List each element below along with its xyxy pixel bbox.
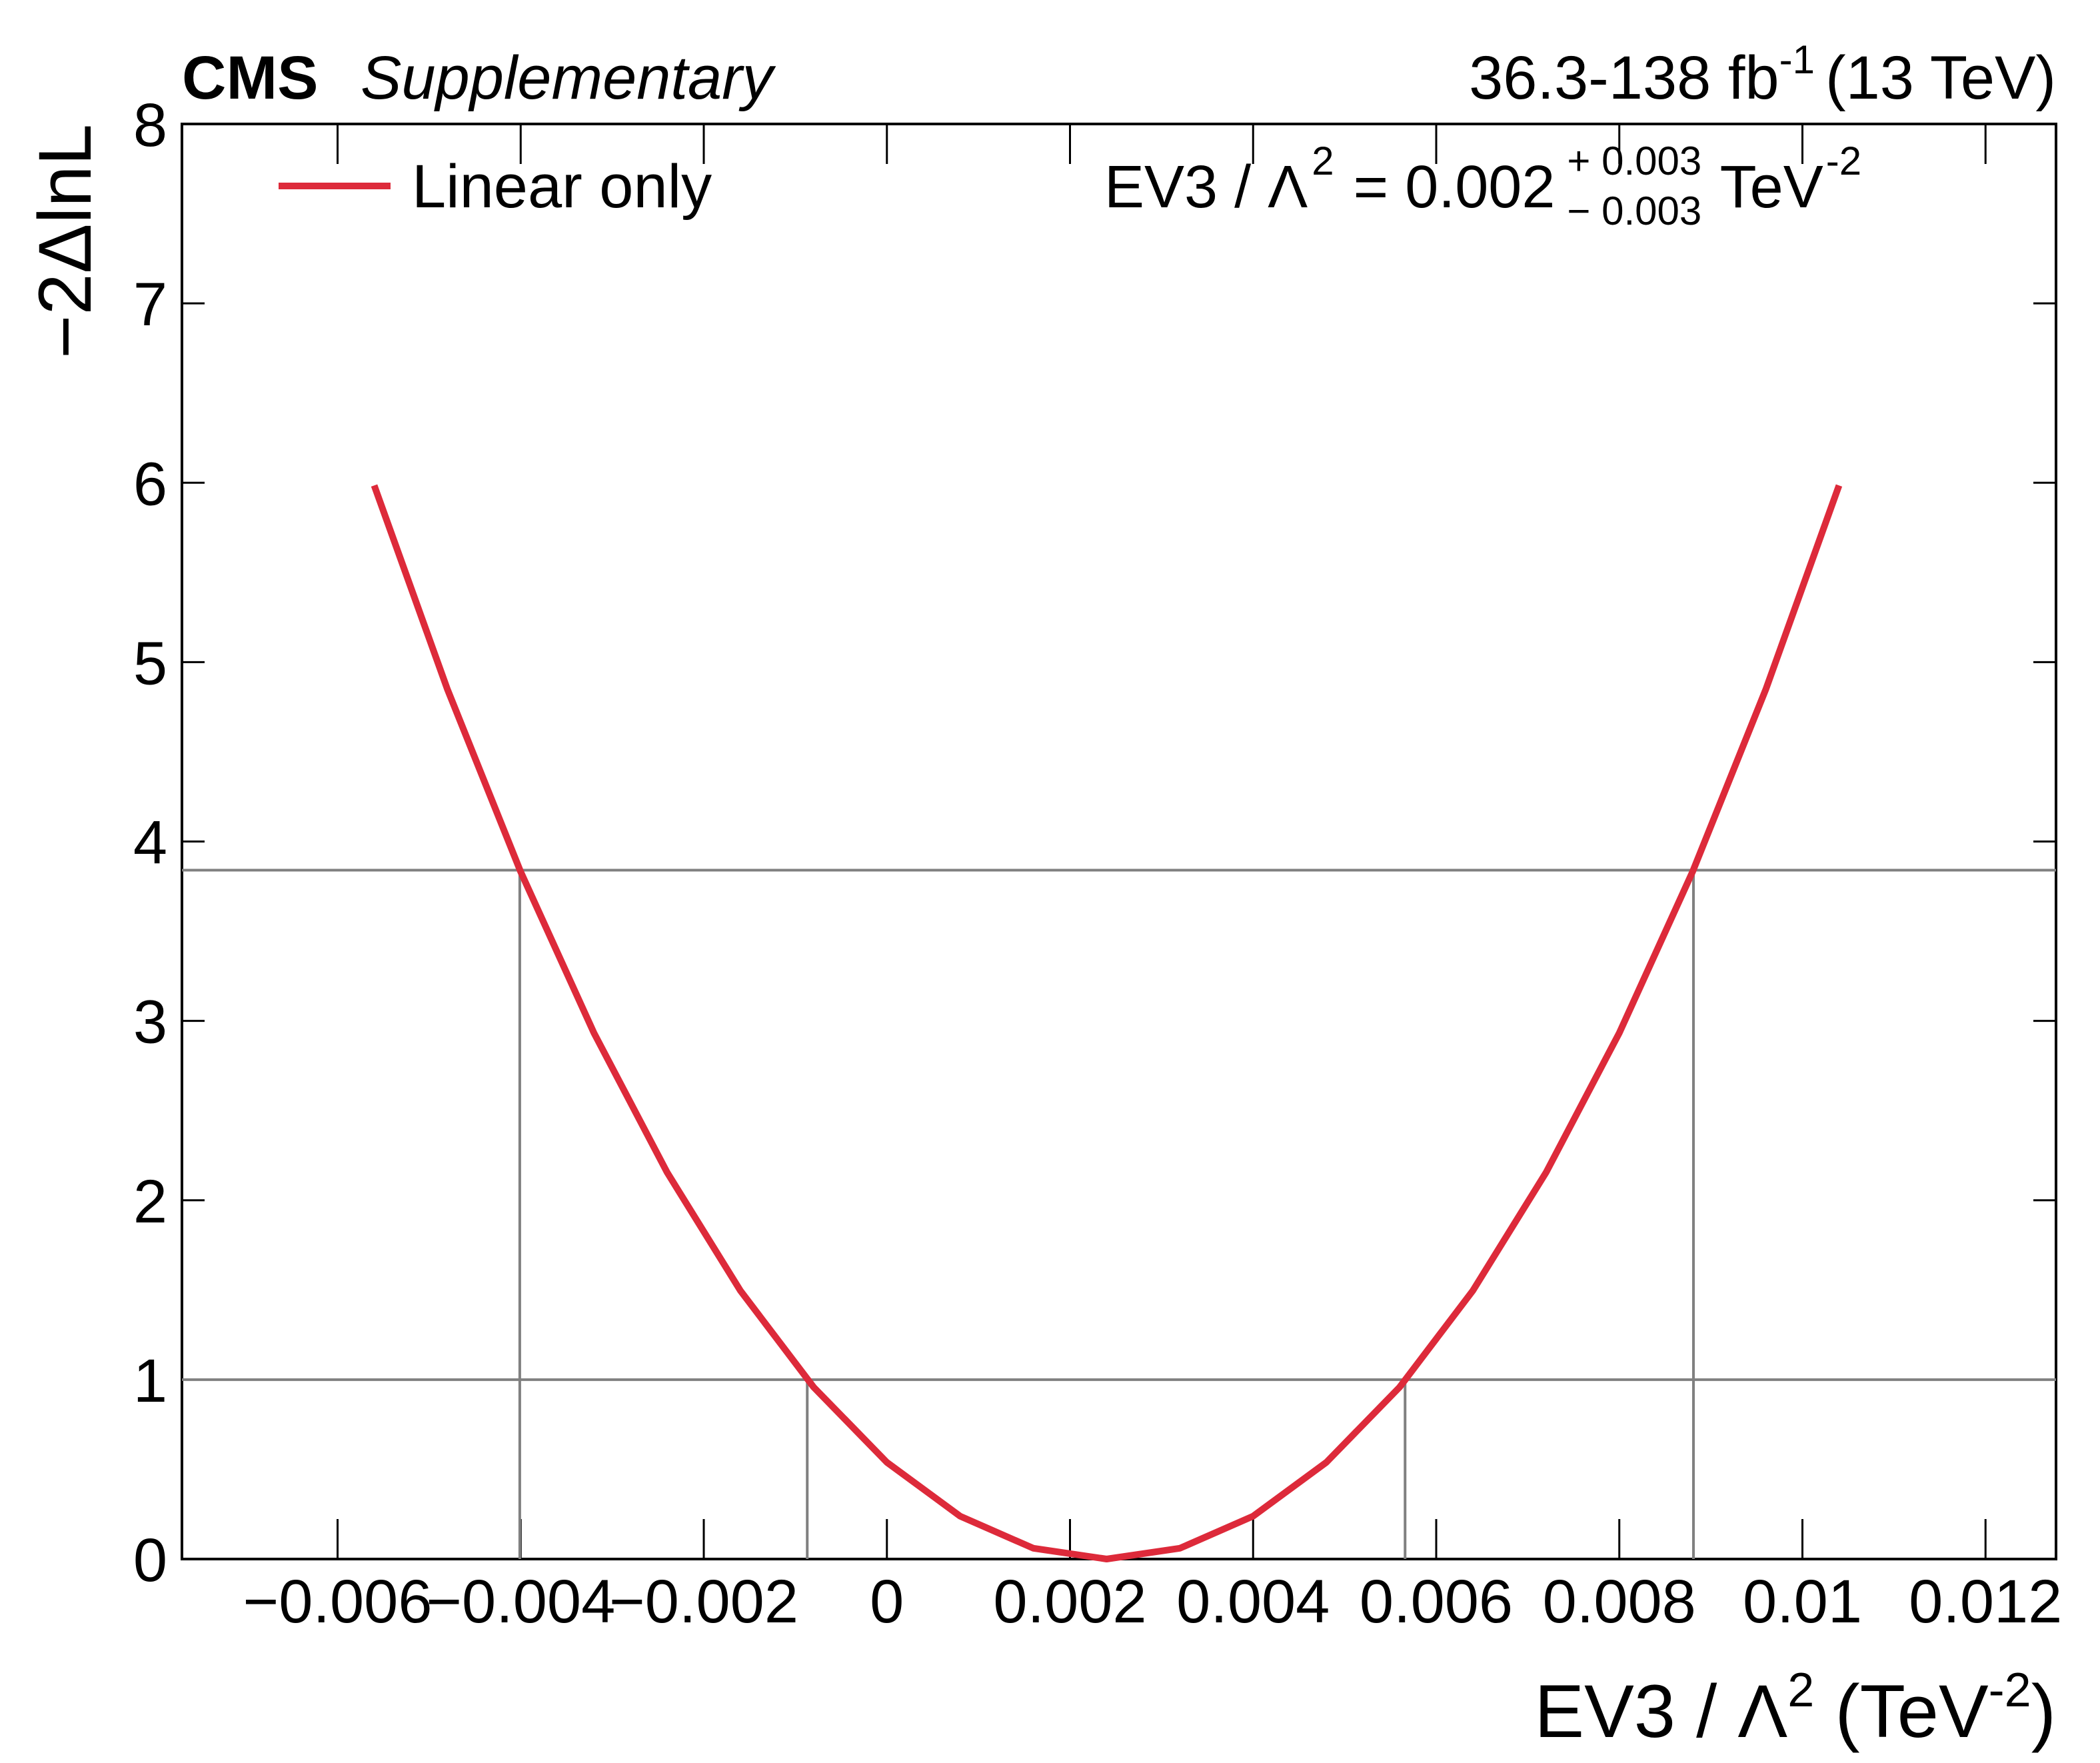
x-tick-label: 0.012	[1909, 1568, 2062, 1636]
y-tick-label: 7	[133, 271, 167, 339]
annotation-text: EV3 / Λ	[1104, 154, 1308, 221]
x-axis-title-unit: (TeV	[1814, 1670, 1989, 1753]
y-tick-label: 8	[133, 91, 167, 159]
y-tick-label: 4	[133, 809, 167, 877]
annotation-exponent: 2	[1312, 139, 1334, 183]
x-tick-label: 0.004	[1176, 1568, 1330, 1636]
x-axis-title: EV3 / Λ2 (TeV-2)	[1534, 1664, 2056, 1753]
experiment-label: CMS	[182, 44, 318, 112]
legend-label: Linear only	[412, 153, 712, 221]
x-tick-label: 0	[870, 1568, 904, 1636]
x-tick-label: 0.01	[1743, 1568, 1862, 1636]
annotation-minus: − 0.003	[1567, 189, 1701, 233]
curve	[371, 484, 1843, 1562]
y-tick-label: 3	[133, 988, 167, 1056]
x-axis-title-unit-exponent: -2	[1989, 1664, 2031, 1717]
x-axis-title-close: )	[2031, 1670, 2056, 1753]
energy-text: (13 TeV)	[1825, 44, 2056, 112]
lumi-exponent: -1	[1779, 37, 1815, 82]
lumi-label: 36.3-138 fb-1 (13 TeV)	[1469, 37, 2056, 112]
lumi-text: 36.3-138 fb	[1469, 44, 1779, 112]
x-tick-label: 0.006	[1360, 1568, 1513, 1636]
x-tick-label: 0.008	[1543, 1568, 1696, 1636]
x-tick-label: −0.006	[243, 1568, 433, 1636]
y-tick-label: 1	[133, 1347, 167, 1415]
y-tick-label: 5	[133, 629, 167, 697]
x-tick-label: −0.004	[426, 1568, 615, 1636]
annotation-value: = 0.002	[1337, 154, 1556, 221]
status-label: Supplementary	[361, 44, 776, 112]
x-tick-label: 0.002	[993, 1568, 1146, 1636]
annotation-plus: + 0.003	[1567, 139, 1701, 183]
annotation-unit-exponent: -2	[1826, 139, 1861, 183]
plot-frame	[181, 123, 2057, 1560]
x-tick-label: −0.002	[609, 1568, 798, 1636]
annotation-unit: TeV	[1704, 154, 1823, 221]
x-axis-title-main: EV3 / Λ	[1534, 1670, 1787, 1753]
y-tick-label: 0	[133, 1526, 167, 1594]
y-axis-title: −2ΔlnL	[23, 124, 107, 359]
y-tick-label: 2	[133, 1168, 167, 1236]
y-tick-label: 6	[133, 450, 167, 518]
x-axis-title-exponent: 2	[1787, 1664, 1814, 1717]
